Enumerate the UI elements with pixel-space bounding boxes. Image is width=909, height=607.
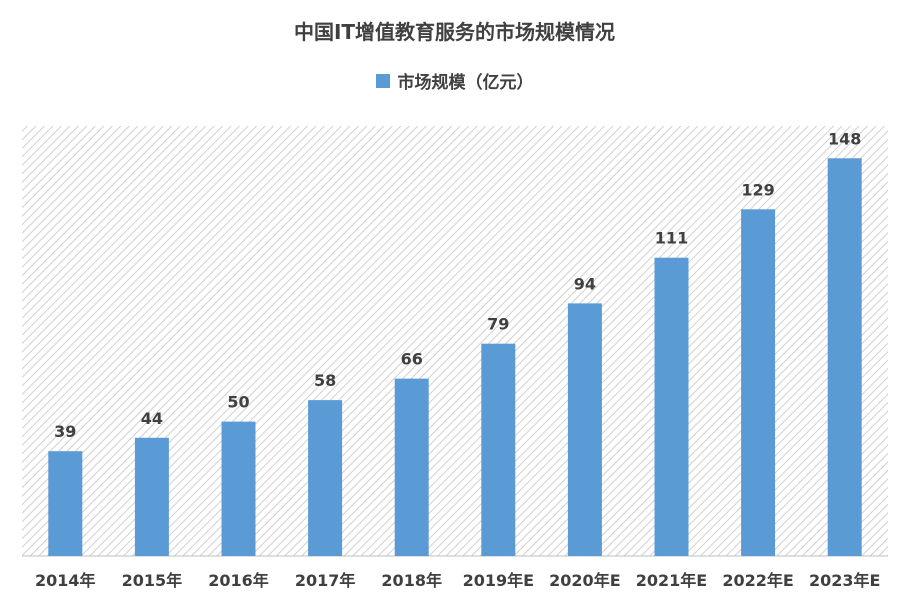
data-label: 111 — [655, 229, 688, 248]
bar — [567, 303, 602, 556]
bar — [221, 421, 256, 556]
data-label: 129 — [741, 180, 774, 199]
data-label: 66 — [401, 350, 423, 369]
data-label: 79 — [487, 315, 509, 334]
x-tick-label: 2021年E — [636, 571, 707, 590]
bar — [827, 158, 862, 556]
x-tick-label: 2015年 — [122, 571, 183, 590]
data-label: 44 — [141, 409, 163, 428]
x-tick-label: 2019年E — [463, 571, 534, 590]
legend-label: 市场规模（亿元） — [397, 73, 534, 93]
x-tick-label: 2016年 — [208, 571, 269, 590]
legend: 市场规模（亿元） — [0, 68, 909, 93]
data-label: 148 — [828, 129, 861, 148]
bar — [308, 400, 343, 556]
bar — [741, 209, 776, 556]
x-tick-label: 2017年 — [295, 571, 356, 590]
data-label: 50 — [227, 393, 249, 412]
x-tick-label: 2023年E — [809, 571, 880, 590]
data-label: 94 — [574, 274, 596, 293]
bar — [481, 343, 516, 556]
bar — [48, 451, 83, 556]
x-tick-label: 2018年 — [381, 571, 442, 590]
x-tick-label: 2022年E — [722, 571, 793, 590]
data-label: 39 — [54, 422, 76, 441]
bar — [394, 378, 429, 556]
bar — [134, 437, 169, 556]
x-tick-label: 2020年E — [549, 571, 620, 590]
bar — [654, 257, 689, 556]
bars: 39 2014年 44 2015年 50 2016年 58 2017年 66 2018年 79 201… — [35, 129, 880, 590]
legend-swatch — [375, 73, 390, 88]
x-tick-label: 2014年 — [35, 571, 96, 590]
data-label: 58 — [314, 371, 336, 390]
chart-title: 中国IT增值教育服务的市场规模情况 — [293, 20, 616, 44]
